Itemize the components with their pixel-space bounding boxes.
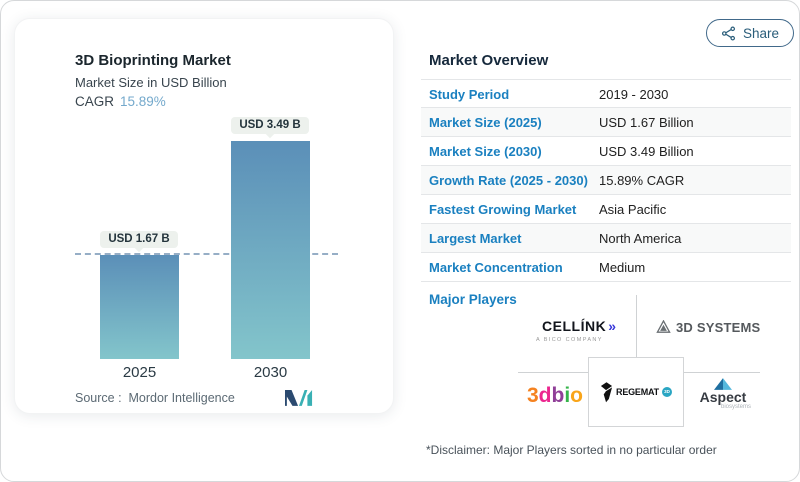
logo-horizontal-divider-left bbox=[518, 372, 588, 373]
table-row: Study Period 2019 - 2030 bbox=[421, 79, 791, 108]
3dbio-logo: 3dbio bbox=[523, 384, 587, 408]
table-row: Largest Market North America bbox=[421, 224, 791, 253]
row-label: Growth Rate (2025 - 2030) bbox=[429, 173, 588, 188]
table-row: Growth Rate (2025 - 2030) 15.89% CAGR bbox=[421, 166, 791, 195]
table-row: Market Size (2025) USD 1.67 Billion bbox=[421, 108, 791, 137]
cagr-label: CAGR bbox=[75, 94, 115, 109]
row-value: North America bbox=[599, 231, 682, 246]
3dbio-letter: b bbox=[551, 384, 565, 407]
bar-2025 bbox=[100, 254, 179, 359]
share-button-label: Share bbox=[743, 25, 780, 41]
cagr-value: 15.89% bbox=[120, 94, 166, 109]
row-value: Asia Pacific bbox=[599, 202, 667, 217]
disclaimer-text: *Disclaimer: Major Players sorted in no … bbox=[426, 443, 717, 457]
share-nodes-icon bbox=[721, 26, 736, 40]
major-players-label: Major Players bbox=[429, 292, 517, 307]
row-label: Market Size (2025) bbox=[429, 115, 542, 130]
table-row: Market Size (2030) USD 3.49 Billion bbox=[421, 137, 791, 166]
row-label: Fastest Growing Market bbox=[429, 202, 577, 217]
3d-systems-wordmark: 3D SYSTEMS bbox=[676, 320, 761, 335]
chart-subtitle: Market Size in USD Billion bbox=[75, 75, 227, 90]
reference-dashed-line bbox=[75, 252, 338, 255]
logo-horizontal-divider-right bbox=[684, 372, 760, 373]
bar-value-label-2030: USD 3.49 B bbox=[231, 117, 309, 134]
cellink-wordmark: CELLÍNK bbox=[542, 318, 607, 334]
3dbio-letter: o bbox=[570, 384, 583, 407]
cagr-line: CAGR 15.89% bbox=[75, 94, 231, 109]
row-label: Largest Market bbox=[429, 231, 522, 246]
overview-table: Study Period 2019 - 2030 Market Size (20… bbox=[421, 79, 791, 282]
mordor-intelligence-logo-icon bbox=[285, 390, 313, 406]
aspect-wordmark: Aspect bbox=[699, 389, 747, 405]
bar-value-label-2025: USD 1.67 B bbox=[100, 230, 178, 248]
chart-card: 3D Bioprinting Market Market Size in USD… bbox=[14, 18, 394, 414]
row-label: Study Period bbox=[429, 87, 510, 102]
3dbio-letter: i bbox=[564, 384, 571, 407]
row-value: USD 1.67 Billion bbox=[599, 115, 694, 130]
3d-systems-icon bbox=[656, 320, 671, 333]
share-button[interactable]: Share bbox=[706, 19, 795, 47]
aspect-triangle-icon bbox=[714, 378, 732, 390]
x-axis-label-2025: 2025 bbox=[122, 364, 157, 381]
aspect-biosystems-logo: Aspect biosystems bbox=[691, 378, 755, 410]
logo-vertical-divider bbox=[636, 295, 637, 358]
table-row: Fastest Growing Market Asia Pacific bbox=[421, 195, 791, 224]
row-label: Market Concentration bbox=[429, 260, 563, 275]
row-value: Medium bbox=[599, 260, 646, 275]
row-value: 15.89% CAGR bbox=[599, 173, 685, 188]
cellink-chevrons-icon: » bbox=[608, 318, 616, 334]
3dbio-letter: 3 bbox=[526, 384, 539, 407]
table-row: Market Concentration Medium bbox=[421, 253, 791, 282]
3d-systems-logo: 3D SYSTEMS bbox=[656, 320, 760, 335]
regemat-3d-badge: 3D bbox=[661, 387, 672, 397]
overview-heading: Market Overview bbox=[429, 52, 549, 69]
chart-title: 3D Bioprinting Market bbox=[75, 52, 231, 69]
3dbio-letter: d bbox=[538, 384, 552, 407]
regemat-logo-card: REGEMAT 3D bbox=[588, 357, 684, 427]
cellink-logo: CELLÍNK» A BICO COMPANY bbox=[534, 318, 624, 343]
bar-2030 bbox=[231, 141, 310, 359]
cellink-tagline: A BICO COMPANY bbox=[536, 337, 603, 343]
row-value: USD 3.49 Billion bbox=[599, 144, 694, 159]
regemat-nib-icon bbox=[600, 381, 613, 402]
row-value: 2019 - 2030 bbox=[599, 87, 669, 102]
x-axis-label-2030: 2030 bbox=[253, 364, 288, 381]
chart-header: 3D Bioprinting Market Market Size in USD… bbox=[75, 52, 231, 109]
regemat-wordmark: REGEMAT bbox=[616, 387, 659, 397]
row-label: Market Size (2030) bbox=[429, 144, 542, 159]
aspect-tagline: biosystems bbox=[720, 404, 751, 410]
source-text: Source : Mordor Intelligence bbox=[75, 391, 235, 405]
